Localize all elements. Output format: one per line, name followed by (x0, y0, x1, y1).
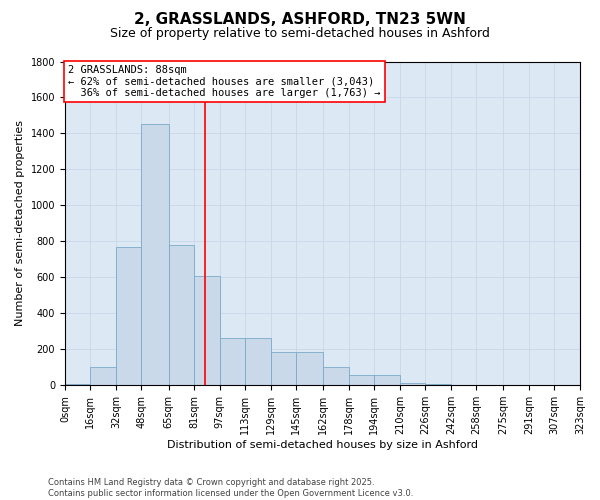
Bar (349, 376, 374, 385)
Bar (169, 245, 194, 385)
Bar (65, 384, 91, 385)
Text: 2, GRASSLANDS, ASHFORD, TN23 5WN: 2, GRASSLANDS, ASHFORD, TN23 5WN (134, 12, 466, 28)
Bar (245, 338, 271, 385)
Bar (91, 367, 116, 385)
Text: Contains HM Land Registry data © Crown copyright and database right 2025.
Contai: Contains HM Land Registry data © Crown c… (48, 478, 413, 498)
Bar (271, 352, 296, 385)
Bar (400, 384, 425, 385)
Bar (425, 384, 451, 385)
Bar (296, 352, 323, 385)
Text: Size of property relative to semi-detached houses in Ashford: Size of property relative to semi-detach… (110, 28, 490, 40)
Y-axis label: Number of semi-detached properties: Number of semi-detached properties (15, 120, 25, 326)
Bar (194, 276, 220, 385)
Text: 2 GRASSLANDS: 88sqm
← 62% of semi-detached houses are smaller (3,043)
  36% of s: 2 GRASSLANDS: 88sqm ← 62% of semi-detach… (68, 65, 380, 98)
X-axis label: Distribution of semi-detached houses by size in Ashford: Distribution of semi-detached houses by … (167, 440, 478, 450)
Bar (451, 384, 476, 385)
Bar (220, 338, 245, 385)
Bar (142, 124, 169, 385)
Bar (116, 246, 142, 385)
Bar (323, 367, 349, 385)
Bar (374, 376, 400, 385)
